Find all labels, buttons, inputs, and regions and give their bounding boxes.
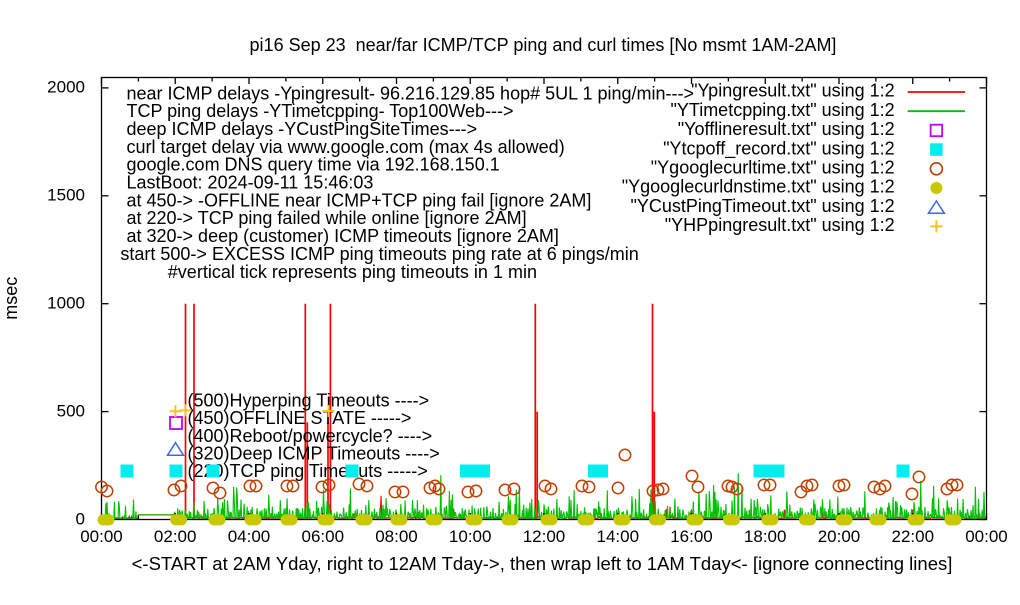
svg-text:google.com DNS query time via: google.com DNS query time via 192.168.15… xyxy=(127,155,500,175)
svg-text:start 500-> EXCESS ICMP ping t: start 500-> EXCESS ICMP ping timeouts pi… xyxy=(120,244,638,264)
svg-text:00:00: 00:00 xyxy=(965,527,1008,546)
svg-text:(450)OFFLINE STATE ----->: (450)OFFLINE STATE -----> xyxy=(188,408,412,428)
svg-text:02:00: 02:00 xyxy=(154,527,197,546)
svg-text:12:00: 12:00 xyxy=(523,527,566,546)
svg-text:10:00: 10:00 xyxy=(449,527,492,546)
svg-text:1000: 1000 xyxy=(47,294,85,313)
svg-text:(400)Reboot/powercycle? ---->: (400)Reboot/powercycle? ----> xyxy=(188,426,433,446)
svg-text:pi16 Sep 23 near/far ICMP/TCP: pi16 Sep 23 near/far ICMP/TCP ping and c… xyxy=(250,35,837,55)
svg-text:"YHPpingresult.txt" using 1:2: "YHPpingresult.txt" using 1:2 xyxy=(665,215,895,235)
svg-text:"YTimetcpping.txt" using 1:2: "YTimetcpping.txt" using 1:2 xyxy=(670,100,894,120)
svg-text:"Ytcpoff_record.txt" using 1:2: "Ytcpoff_record.txt" using 1:2 xyxy=(663,138,895,159)
svg-text:at 220-> TCP ping failed while: at 220-> TCP ping failed while online [i… xyxy=(127,208,527,228)
svg-text:14:00: 14:00 xyxy=(597,527,640,546)
svg-text:"Ypingresult.txt" using 1:2: "Ypingresult.txt" using 1:2 xyxy=(691,81,895,101)
svg-text:(500)Hyperping Timeouts ---->: (500)Hyperping Timeouts ----> xyxy=(188,390,430,410)
svg-text:08:00: 08:00 xyxy=(375,527,418,546)
svg-text:deep ICMP delays -YCustPingSit: deep ICMP delays -YCustPingSiteTimes---> xyxy=(127,119,478,139)
svg-text:20:00: 20:00 xyxy=(818,527,861,546)
svg-text:(220)TCP ping Timeouts ----->: (220)TCP ping Timeouts -----> xyxy=(188,461,428,481)
svg-text:at 320-> deep (customer) ICMP: at 320-> deep (customer) ICMP timeouts [… xyxy=(127,226,559,246)
svg-text:LastBoot: 2024-09-11 15:46:03: LastBoot: 2024-09-11 15:46:03 xyxy=(127,173,374,193)
svg-text:0: 0 xyxy=(76,509,85,528)
svg-text:18:00: 18:00 xyxy=(744,527,787,546)
svg-text:16:00: 16:00 xyxy=(670,527,713,546)
svg-text:#vertical tick represents ping: #vertical tick represents ping timeouts … xyxy=(168,262,537,282)
svg-text:at 450-> -OFFLINE near ICMP+TC: at 450-> -OFFLINE near ICMP+TCP ping fai… xyxy=(127,190,592,210)
svg-text:"YCustPingTimeout.txt" using 1: "YCustPingTimeout.txt" using 1:2 xyxy=(630,196,894,216)
svg-text:2000: 2000 xyxy=(47,78,85,97)
svg-text:06:00: 06:00 xyxy=(302,527,345,546)
svg-text:500: 500 xyxy=(57,401,85,420)
svg-text:curl target delay via www.goog: curl target delay via www.google.com (ma… xyxy=(127,137,565,157)
svg-text:(320)Deep ICMP Timeouts ---->: (320)Deep ICMP Timeouts ----> xyxy=(188,444,440,464)
svg-text:near ICMP delays -Ypingresult-: near ICMP delays -Ypingresult- 96.216.12… xyxy=(127,83,695,103)
svg-text:"Yofflineresult.txt" using 1:2: "Yofflineresult.txt" using 1:2 xyxy=(678,119,895,139)
svg-text:msec: msec xyxy=(1,277,21,320)
svg-text:22:00: 22:00 xyxy=(892,527,935,546)
svg-text:<-START at 2AM Yday, right to: <-START at 2AM Yday, right to 12AM Tday-… xyxy=(132,553,953,574)
svg-text:"Ygooglecurltime.txt" using 1:: "Ygooglecurltime.txt" using 1:2 xyxy=(651,158,895,178)
svg-text:00:00: 00:00 xyxy=(80,527,123,546)
svg-text:"Ygooglecurldnstime.txt" using: "Ygooglecurldnstime.txt" using 1:2 xyxy=(622,177,895,197)
svg-text:TCP ping delays -YTimetcpping-: TCP ping delays -YTimetcpping- Top100Web… xyxy=(127,101,514,121)
svg-text:1500: 1500 xyxy=(47,186,85,205)
svg-text:04:00: 04:00 xyxy=(228,527,271,546)
